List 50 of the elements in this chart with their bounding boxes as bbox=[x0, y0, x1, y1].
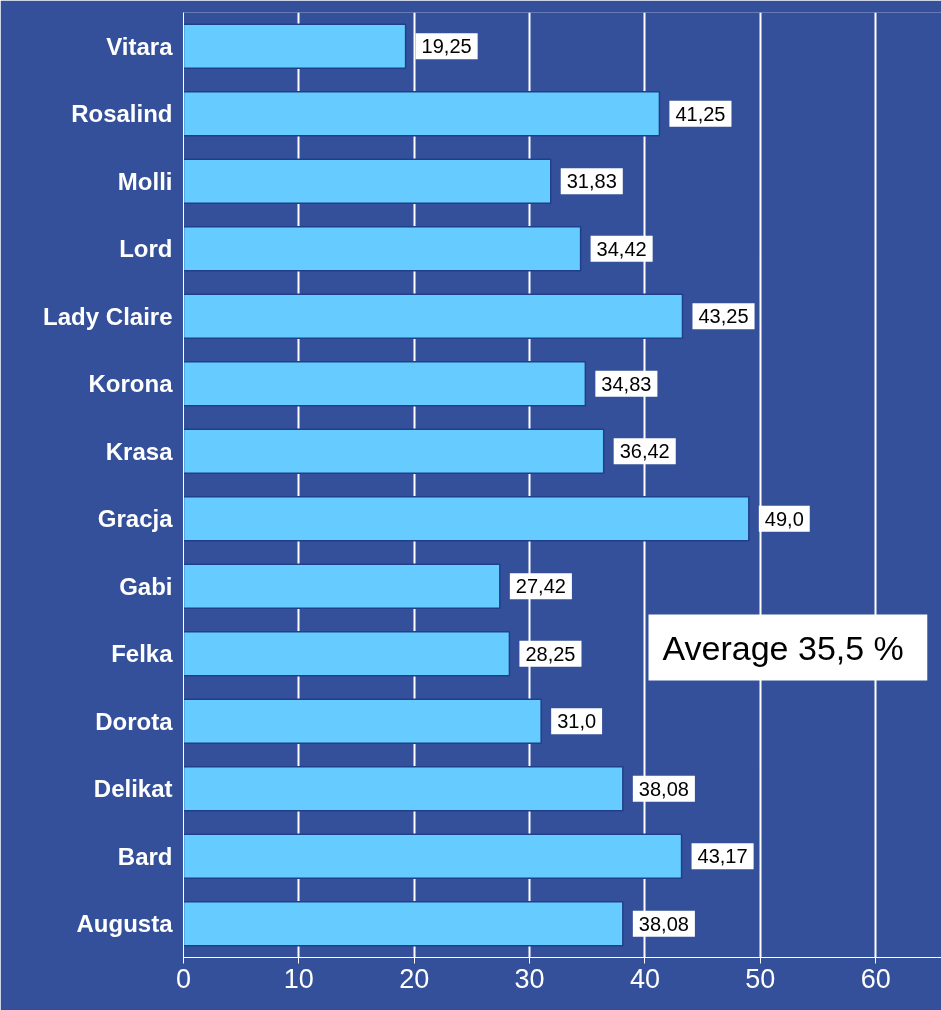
data-label: 31,0 bbox=[557, 710, 597, 733]
bar bbox=[183, 631, 511, 677]
y-tick-label: Rosalind bbox=[71, 100, 173, 128]
data-label: 27,42 bbox=[515, 575, 566, 598]
bar bbox=[183, 158, 552, 204]
bar bbox=[183, 563, 501, 609]
x-tick-label: 10 bbox=[283, 963, 314, 994]
y-tick-label: Bard bbox=[117, 842, 173, 870]
y-tick-label: Molli bbox=[117, 167, 173, 195]
bar bbox=[183, 833, 683, 879]
data-label: 41,25 bbox=[675, 102, 726, 125]
data-label: 34,83 bbox=[601, 372, 652, 395]
y-tick-label: Gracja bbox=[97, 505, 174, 533]
data-label: 43,17 bbox=[697, 845, 748, 868]
y-tick-label: Delikat bbox=[93, 775, 173, 803]
bar bbox=[183, 496, 750, 542]
y-tick-label: Dorota bbox=[95, 707, 174, 735]
y-tick-label: Krasa bbox=[105, 437, 174, 465]
y-tick-label: Lady Claire bbox=[43, 302, 173, 330]
bar bbox=[183, 91, 661, 137]
x-tick-label: 50 bbox=[745, 963, 776, 994]
y-tick-label: Vitara bbox=[106, 32, 174, 60]
x-tick-label: 60 bbox=[860, 963, 891, 994]
bar bbox=[183, 901, 624, 947]
data-label: 38,08 bbox=[638, 912, 689, 935]
y-tick-label: Augusta bbox=[76, 910, 174, 938]
x-tick-label: 0 bbox=[175, 963, 192, 994]
x-tick-label: 40 bbox=[629, 963, 661, 994]
annotation: Average 35,5 % bbox=[662, 628, 904, 667]
y-tick-label: Lord bbox=[119, 235, 173, 263]
data-label: 38,08 bbox=[638, 777, 689, 800]
data-label: 36,42 bbox=[619, 440, 670, 463]
data-label: 31,83 bbox=[566, 170, 617, 193]
x-tick-label: 20 bbox=[399, 963, 430, 994]
data-label: 28,25 bbox=[525, 642, 576, 665]
bar bbox=[183, 698, 542, 744]
bar bbox=[183, 226, 582, 272]
y-tick-label: Korona bbox=[88, 370, 174, 398]
x-tick-label: 30 bbox=[514, 963, 545, 994]
bar bbox=[183, 766, 624, 812]
y-tick-label: Gabi bbox=[119, 572, 173, 600]
bar bbox=[183, 23, 407, 69]
bar bbox=[183, 361, 587, 407]
data-label: 19,25 bbox=[421, 35, 472, 58]
data-label: 49,0 bbox=[764, 507, 804, 530]
bar bbox=[183, 293, 684, 339]
y-tick-label: Felka bbox=[111, 640, 174, 668]
bar bbox=[183, 428, 605, 474]
data-label: 43,25 bbox=[698, 305, 749, 328]
data-label: 34,42 bbox=[596, 237, 647, 260]
